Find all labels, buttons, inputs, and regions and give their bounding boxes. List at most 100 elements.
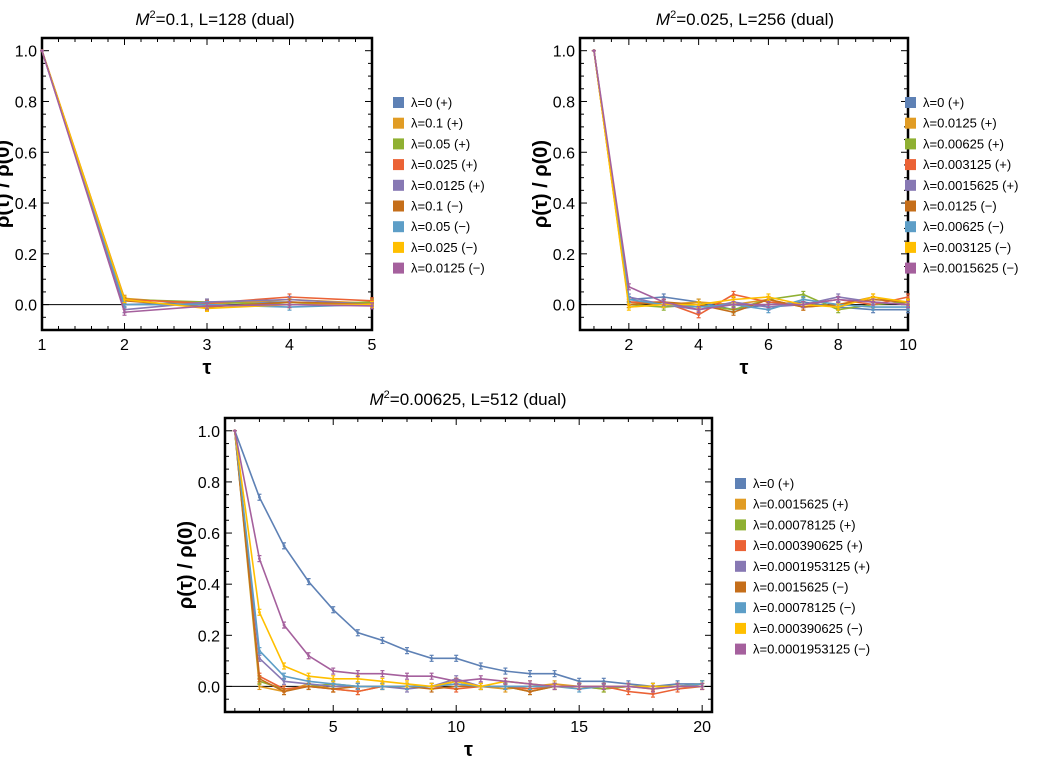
data-point [282,679,286,683]
data-point [651,687,655,691]
y-tick-label: 0.6 [198,526,220,543]
legend: λ=0 (+) λ=0.0015625 (+) λ=0.00078125 (+) λ=… [735,476,870,657]
y-tick-label: 1.0 [553,44,575,61]
series-line [593,50,909,316]
y-tick-label: 0.6 [15,145,37,162]
series-line [593,50,909,311]
x-tick-label: 5 [368,337,377,354]
data-point [233,429,237,433]
data-point [258,495,261,499]
data-point [454,679,458,683]
y-axis-label: ρ(τ) / ρ(0) [530,140,552,228]
data-point [307,654,311,658]
legend-swatch [735,581,746,593]
data-point [836,298,840,301]
data-point [528,682,532,686]
data-point [697,303,701,307]
legend-swatch [905,262,916,274]
legend-label: λ=0.000390625 (−) [753,621,863,636]
data-point [331,687,335,691]
series-line [41,50,373,314]
legend-swatch [735,478,746,489]
data-point [871,300,875,304]
series-7 [232,429,705,693]
data-point [370,304,374,308]
legend-swatch [905,221,916,233]
data-point [430,656,434,660]
series-5 [232,429,705,693]
data-point [307,679,311,683]
legend-label: λ=0.0015625 (+) [923,178,1018,193]
y-tick-label: 0.0 [198,679,220,696]
legend-label: λ=0.0001953125 (+) [753,559,870,574]
data-point [662,300,666,304]
legend-swatch [905,117,916,129]
data-point [381,672,384,676]
legend-swatch [393,262,404,274]
data-point [381,639,384,642]
legend-label: λ=0.1 (−) [411,199,463,214]
legend-label: λ=0.1 (+) [411,116,463,131]
series-2 [232,429,705,696]
data-point [801,303,805,307]
data-point [906,295,910,299]
chart-title: M2=0.1, L=128 (dual) [135,9,294,29]
data-point [356,677,360,681]
y-tick-label: 0.2 [198,628,220,645]
y-tick-label: 0.8 [553,94,575,111]
x-axis-label: τ [464,739,473,760]
series-line [593,50,909,314]
data-point [405,682,409,686]
y-tick-label: 0.0 [15,298,37,315]
series-line [593,50,908,311]
legend-label: λ=0.0015625 (−) [753,580,848,595]
series-1 [40,49,374,309]
plot-frame [223,416,714,714]
x-tick-label: 15 [570,719,588,736]
legend-label: λ=0.00625 (−) [923,219,1004,234]
legend-swatch [905,200,916,212]
series-line [234,430,703,688]
data-point [801,293,805,296]
series-4 [232,429,705,698]
series-4 [591,49,910,319]
legend-swatch [735,560,746,572]
series-8 [591,49,910,311]
chart-2: M2=0.025, L=256 (dual) 0.0 0.2 0.4 0.6 0.8 1.0… [530,9,1018,379]
legend-label: λ=0 (+) [753,476,794,491]
legend-swatch [393,117,404,129]
data-point [258,649,261,653]
data-point [331,682,335,686]
data-point [801,298,805,301]
data-point [430,674,434,678]
data-point [767,295,770,299]
y-axis-label: ρ(τ) / ρ(0) [175,521,197,609]
data-point [700,685,704,688]
series-5 [591,49,910,314]
x-axis-label: τ [740,357,749,379]
series-5 [40,49,374,314]
data-point [503,679,507,683]
data-point [258,656,261,660]
series-7 [40,49,374,311]
data-point [307,674,311,678]
legend-label: λ=0.00625 (+) [923,136,1004,151]
legend-swatch [735,498,746,510]
series-line [41,50,373,308]
data-point [871,295,875,299]
data-point [732,303,735,307]
y-tick-label: 0.4 [15,196,37,213]
y-axis-label: ρ(τ) / ρ(0) [0,140,14,228]
series-1 [591,49,910,314]
data-point [627,305,631,309]
data-point [288,303,291,307]
legend-label: λ=0.003125 (+) [923,157,1011,172]
series-line [234,430,703,690]
data-point [307,685,311,688]
x-tick-label: 2 [120,337,129,354]
series-6 [40,49,374,311]
chart-title: M2=0.00625, L=512 (dual) [369,389,566,409]
data-point [592,49,596,53]
data-point [282,544,286,548]
series-9 [232,429,705,693]
